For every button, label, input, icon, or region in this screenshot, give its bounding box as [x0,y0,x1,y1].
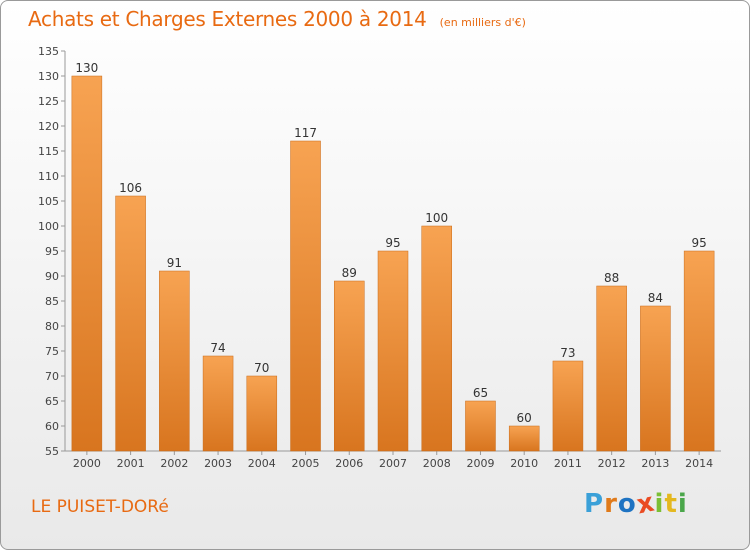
logo-letter: i [677,489,688,519]
y-tick-label: 90 [45,270,59,283]
axes: 5560657075808590951001051101151201251301… [38,45,721,470]
data-label-2008: 100 [425,211,448,225]
bar-2005[interactable] [290,140,321,452]
y-tick-label: 100 [38,220,59,233]
bar-2014[interactable] [683,250,715,452]
data-label-2002: 91 [167,256,182,270]
y-tick-label: 60 [45,420,59,433]
data-label-2006: 89 [342,266,357,280]
y-tick-label: 70 [45,370,59,383]
y-tick-label: 95 [45,245,59,258]
x-tick-label-2001: 2001 [117,457,145,470]
y-tick-label: 115 [38,145,59,158]
bar-2003[interactable] [202,355,234,452]
data-label-2005: 117 [294,126,317,140]
y-tick-label: 55 [45,445,59,458]
bar-2004[interactable] [246,375,278,452]
x-tick-label-2007: 2007 [379,457,407,470]
bar-2006[interactable] [334,280,365,452]
data-label-2012: 88 [604,271,619,285]
bar-2011[interactable] [552,360,584,452]
x-tick-label-2012: 2012 [598,457,626,470]
data-label-2014: 95 [691,236,706,250]
title-row: Achats et Charges Externes 2000 à 2014 (… [28,7,526,31]
bar-2008[interactable] [421,225,452,452]
data-label-2010: 60 [517,411,532,425]
bar-2009[interactable] [465,400,496,452]
data-label-2013: 84 [648,291,663,305]
logo-letter: r [604,489,618,519]
x-tick-label-2010: 2010 [510,457,538,470]
data-label-2011: 73 [560,346,575,360]
y-tick-label: 125 [38,95,59,108]
y-tick-label: 130 [38,70,59,83]
y-tick-label: 135 [38,45,59,58]
x-tick-label-2014: 2014 [685,457,713,470]
data-label-2003: 74 [210,341,225,355]
data-label-2009: 65 [473,386,488,400]
chart-subtitle: (en milliers d'€) [439,16,526,29]
x-tick-label-2011: 2011 [554,457,582,470]
bar-2002[interactable] [159,270,190,452]
x-tick-label-2004: 2004 [248,457,276,470]
data-label-2004: 70 [254,361,269,375]
place-name: LE PUISET-DORé [31,497,169,517]
bar-2012[interactable] [596,285,627,452]
x-tick-label-2006: 2006 [335,457,363,470]
y-tick-label: 80 [45,320,59,333]
y-tick-label: 85 [45,295,59,308]
bar-2010[interactable] [508,425,540,452]
bars: 130 106 91 74 70 117 89 95 100 65 60 73 88 84 95 [71,61,715,452]
x-tick-label-2003: 2003 [204,457,232,470]
bar-2007[interactable] [377,250,409,452]
logo-letter: i [654,489,665,519]
data-label-2001: 106 [119,181,142,195]
logo-letter: P [584,489,605,519]
x-tick-label-2013: 2013 [641,457,669,470]
logo-letter: o [617,489,637,519]
data-label-2000: 130 [75,61,98,75]
y-tick-label: 120 [38,120,59,133]
chart-title: Achats et Charges Externes 2000 à 2014 [28,7,427,31]
bar-2013[interactable] [640,305,671,452]
x-tick-label-2009: 2009 [466,457,494,470]
y-tick-label: 65 [45,395,59,408]
x-tick-label-2008: 2008 [423,457,451,470]
x-tick-label-2002: 2002 [160,457,188,470]
bar-2001[interactable] [115,195,146,452]
x-tick-label-2000: 2000 [73,457,101,470]
y-tick-label: 75 [45,345,59,358]
bar-2000[interactable] [71,75,103,452]
data-label-2007: 95 [385,236,400,250]
y-tick-label: 110 [38,170,59,183]
proxiti-logo[interactable]: Proxiti [584,487,688,520]
y-tick-label: 105 [38,195,59,208]
x-tick-label-2005: 2005 [292,457,320,470]
logo-letter: t [664,489,678,519]
